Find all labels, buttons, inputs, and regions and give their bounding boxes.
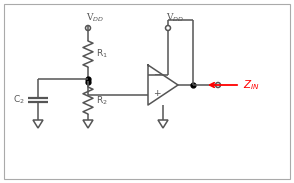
Text: C$_2$: C$_2$ [13, 93, 25, 106]
Text: V$_{DD}$: V$_{DD}$ [166, 11, 184, 23]
Text: −: − [153, 70, 161, 79]
Text: V$_{DD}$: V$_{DD}$ [86, 11, 104, 23]
Text: Z$_{IN}$: Z$_{IN}$ [243, 78, 260, 92]
Text: +: + [153, 89, 161, 98]
Text: R$_2$: R$_2$ [96, 94, 108, 107]
Text: R$_1$: R$_1$ [96, 48, 108, 60]
